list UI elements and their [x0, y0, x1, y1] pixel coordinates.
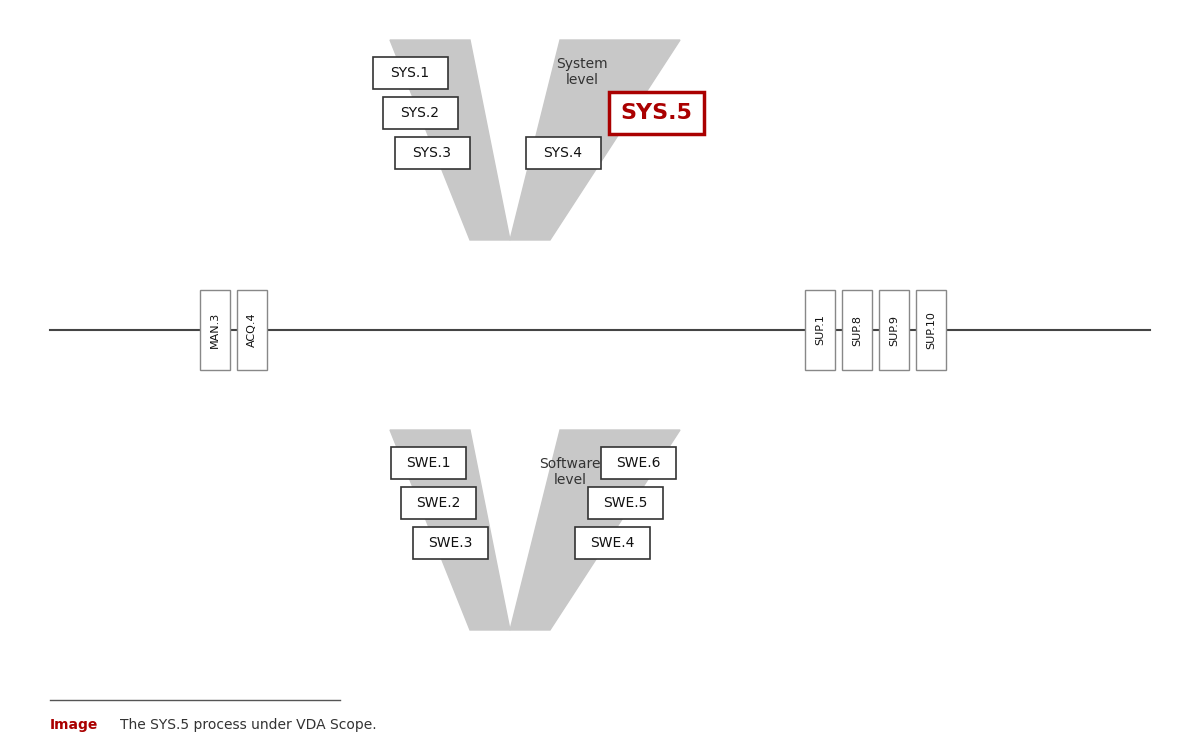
Text: SYS.3: SYS.3: [413, 146, 451, 160]
FancyBboxPatch shape: [878, 290, 910, 370]
Text: SYS.1: SYS.1: [390, 66, 430, 80]
Text: SUP.10: SUP.10: [926, 311, 936, 349]
Text: Software
level: Software level: [539, 457, 601, 487]
FancyBboxPatch shape: [401, 487, 475, 519]
FancyBboxPatch shape: [842, 290, 872, 370]
Text: SYS.5: SYS.5: [620, 103, 692, 123]
Text: SUP.1: SUP.1: [815, 315, 826, 346]
Text: ACQ.4: ACQ.4: [247, 312, 257, 347]
Text: SWE.3: SWE.3: [428, 536, 472, 550]
Text: Image: Image: [50, 718, 98, 732]
Text: System
level: System level: [556, 57, 608, 87]
FancyBboxPatch shape: [608, 92, 703, 134]
Text: SYS.4: SYS.4: [544, 146, 582, 160]
Text: The SYS.5 process under VDA Scope.: The SYS.5 process under VDA Scope.: [120, 718, 377, 732]
FancyBboxPatch shape: [372, 57, 448, 89]
FancyBboxPatch shape: [805, 290, 835, 370]
Text: MAN.3: MAN.3: [210, 312, 220, 348]
FancyBboxPatch shape: [526, 137, 600, 169]
FancyBboxPatch shape: [916, 290, 946, 370]
Text: SWE.6: SWE.6: [616, 456, 660, 470]
Text: SUP.9: SUP.9: [889, 315, 899, 346]
Polygon shape: [510, 40, 680, 240]
Text: SUP.8: SUP.8: [852, 315, 862, 346]
Text: SWE.2: SWE.2: [416, 496, 460, 510]
Polygon shape: [390, 430, 510, 630]
Text: SWE.4: SWE.4: [590, 536, 634, 550]
FancyBboxPatch shape: [600, 447, 676, 479]
FancyBboxPatch shape: [200, 290, 230, 370]
FancyBboxPatch shape: [588, 487, 662, 519]
Polygon shape: [390, 40, 510, 240]
Polygon shape: [510, 430, 680, 630]
FancyBboxPatch shape: [383, 97, 457, 129]
FancyBboxPatch shape: [238, 290, 266, 370]
Text: SWE.5: SWE.5: [602, 496, 647, 510]
FancyBboxPatch shape: [575, 527, 649, 559]
FancyBboxPatch shape: [395, 137, 469, 169]
Text: SYS.2: SYS.2: [401, 106, 439, 120]
FancyBboxPatch shape: [413, 527, 487, 559]
Text: SWE.1: SWE.1: [406, 456, 450, 470]
FancyBboxPatch shape: [390, 447, 466, 479]
